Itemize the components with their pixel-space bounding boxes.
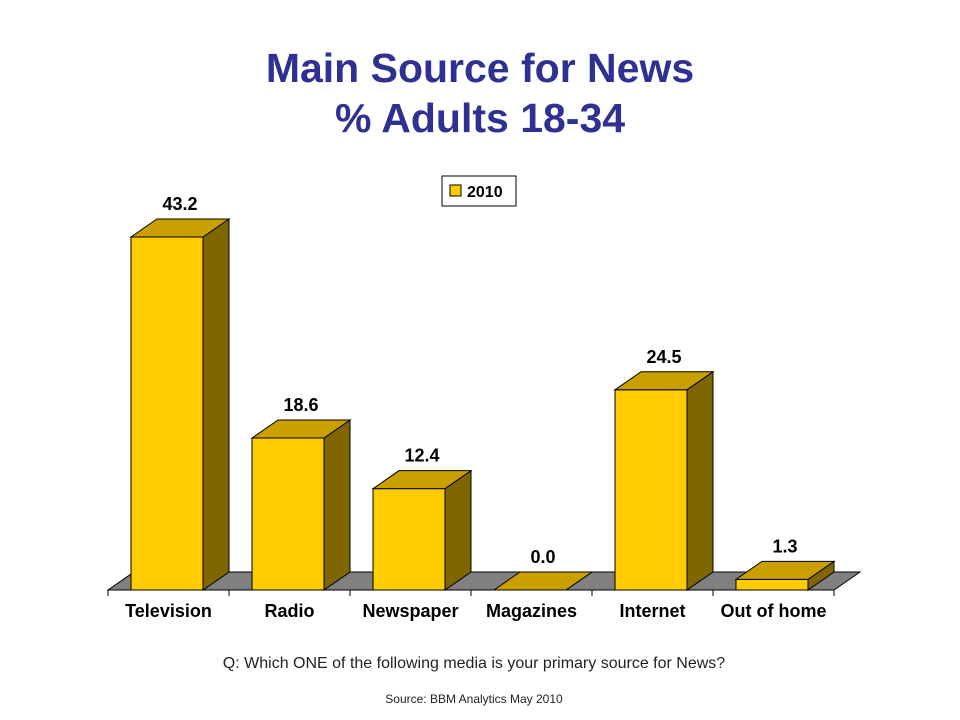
legend-swatch [449, 184, 462, 197]
category-label: Internet [619, 601, 685, 621]
bar-top [129, 218, 231, 238]
legend-label: 2010 [467, 184, 503, 201]
category-label: Magazines [486, 601, 577, 621]
bar-side [202, 218, 230, 591]
data-label: 0.0 [530, 547, 555, 567]
data-label: 12.4 [404, 446, 439, 466]
source-note: Source: BBM Analytics May 2010 [385, 692, 563, 706]
bar-top [613, 371, 715, 391]
bar [251, 437, 325, 591]
bar [372, 488, 446, 591]
bar [614, 389, 688, 591]
category-label: Newspaper [362, 601, 458, 621]
survey-question: Q: Which ONE of the following media is y… [222, 655, 726, 672]
bar-top [734, 560, 836, 580]
data-label: 24.5 [646, 347, 681, 367]
data-label: 1.3 [772, 536, 797, 556]
bar-side [444, 469, 472, 591]
bar-side [686, 370, 714, 591]
data-label: 18.6 [283, 395, 318, 415]
bar-top [492, 571, 594, 591]
chart-subtitle: % Adults 18-34 [334, 95, 626, 141]
data-label: 43.2 [162, 194, 197, 214]
category-label: Out of home [721, 601, 827, 621]
bar-top [371, 470, 473, 490]
bar [735, 578, 809, 591]
category-label: Television [125, 601, 212, 621]
category-label: Radio [264, 601, 314, 621]
bar-top [250, 419, 352, 439]
bar [130, 236, 204, 591]
chart-title: Main Source for News [265, 45, 695, 91]
bar-side [323, 419, 351, 591]
